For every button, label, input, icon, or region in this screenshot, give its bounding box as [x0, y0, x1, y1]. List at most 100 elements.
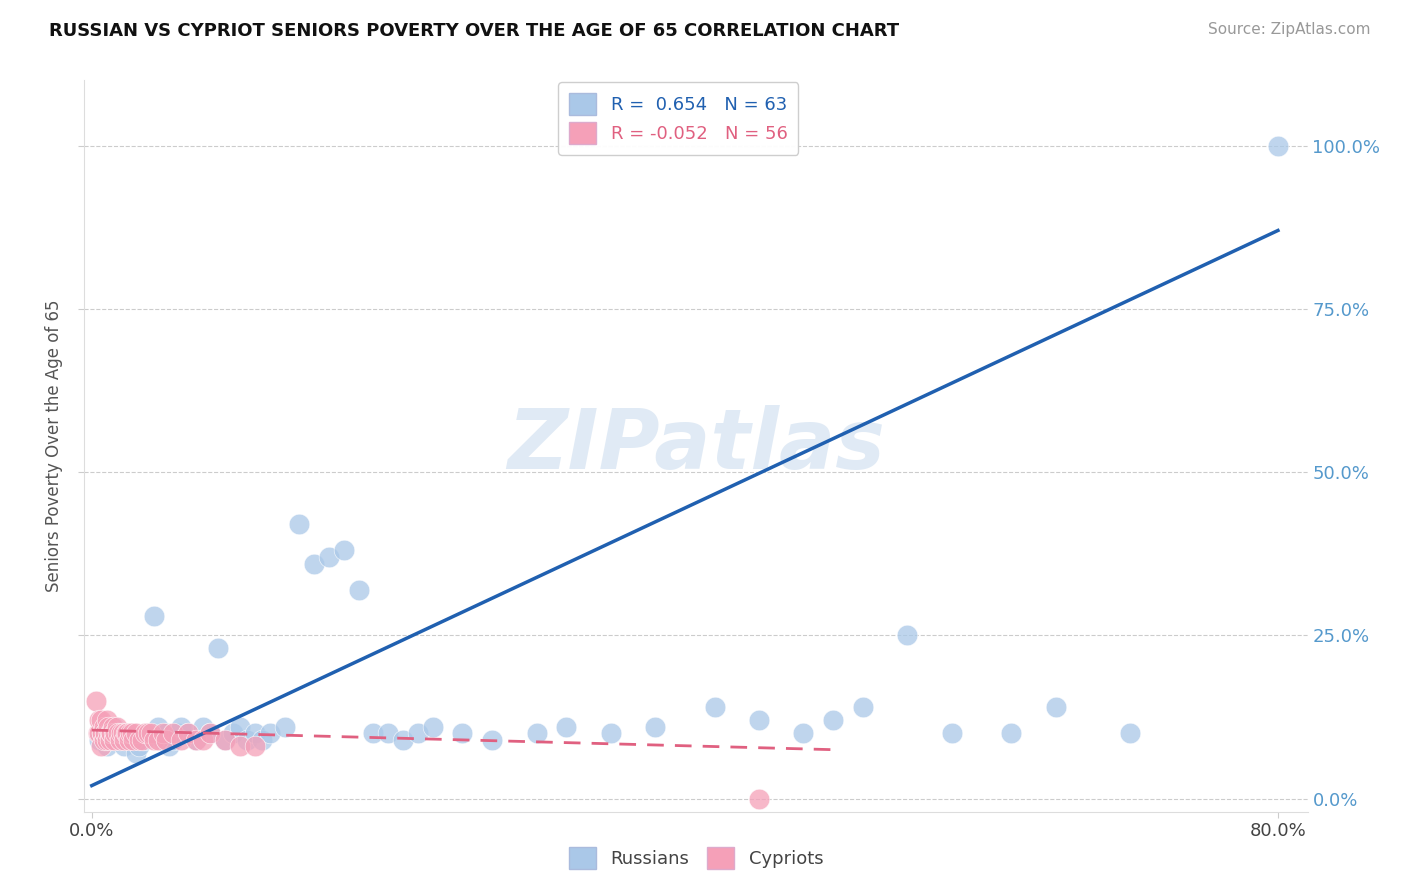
Point	[451, 726, 474, 740]
Point	[1118, 726, 1140, 740]
Point	[155, 732, 177, 747]
Point	[157, 739, 180, 754]
Point	[112, 732, 135, 747]
Point	[162, 726, 184, 740]
Point	[148, 720, 170, 734]
Point	[481, 732, 503, 747]
Point	[555, 720, 578, 734]
Point	[184, 732, 207, 747]
Point	[422, 720, 444, 734]
Point	[363, 726, 385, 740]
Point	[89, 732, 111, 747]
Point	[259, 726, 281, 740]
Point	[84, 694, 107, 708]
Point	[200, 726, 222, 740]
Text: ZIPatlas: ZIPatlas	[508, 406, 884, 486]
Point	[96, 732, 118, 747]
Point	[131, 732, 153, 747]
Point	[105, 720, 128, 734]
Point	[273, 720, 295, 734]
Point	[132, 732, 155, 747]
Point	[823, 714, 845, 728]
Point	[406, 726, 429, 740]
Point	[1000, 726, 1022, 740]
Point	[110, 726, 132, 740]
Point	[86, 726, 108, 740]
Y-axis label: Seniors Poverty Over the Age of 65: Seniors Poverty Over the Age of 65	[45, 300, 63, 592]
Point	[93, 726, 115, 740]
Point	[139, 726, 162, 740]
Point	[703, 700, 725, 714]
Point	[1267, 138, 1289, 153]
Point	[748, 791, 770, 805]
Point	[143, 608, 166, 623]
Point	[120, 726, 142, 740]
Point	[162, 732, 184, 747]
Point	[108, 732, 131, 747]
Point	[302, 557, 325, 571]
Point	[155, 726, 177, 740]
Point	[89, 726, 111, 740]
Point	[128, 739, 150, 754]
Point	[221, 726, 243, 740]
Point	[896, 628, 918, 642]
Point	[852, 700, 875, 714]
Point	[792, 726, 814, 740]
Point	[94, 726, 117, 740]
Point	[243, 726, 266, 740]
Point	[100, 726, 122, 740]
Point	[125, 726, 148, 740]
Point	[229, 720, 252, 734]
Point	[347, 582, 370, 597]
Legend: Russians, Cypriots: Russians, Cypriots	[561, 839, 831, 876]
Point	[107, 726, 129, 740]
Point	[139, 726, 162, 740]
Point	[90, 739, 112, 754]
Point	[104, 726, 127, 740]
Point	[103, 732, 125, 747]
Point	[125, 746, 148, 760]
Point	[103, 720, 125, 734]
Point	[93, 720, 115, 734]
Point	[207, 641, 229, 656]
Point	[93, 732, 115, 747]
Point	[97, 726, 120, 740]
Point	[98, 726, 121, 740]
Point	[118, 732, 141, 747]
Point	[91, 726, 114, 740]
Point	[136, 726, 159, 740]
Point	[134, 726, 156, 740]
Point	[152, 732, 174, 747]
Point	[96, 739, 118, 754]
Point	[377, 726, 399, 740]
Point	[191, 720, 214, 734]
Point	[111, 726, 134, 740]
Point	[748, 714, 770, 728]
Point	[599, 726, 621, 740]
Point	[118, 726, 141, 740]
Point	[122, 732, 145, 747]
Point	[318, 549, 340, 564]
Point	[148, 732, 170, 747]
Point	[121, 726, 143, 740]
Point	[97, 720, 120, 734]
Point	[98, 732, 121, 747]
Point	[100, 726, 122, 740]
Point	[941, 726, 963, 740]
Point	[101, 720, 124, 734]
Point	[94, 726, 117, 740]
Point	[136, 726, 159, 740]
Point	[107, 732, 129, 747]
Text: RUSSIAN VS CYPRIOT SENIORS POVERTY OVER THE AGE OF 65 CORRELATION CHART: RUSSIAN VS CYPRIOT SENIORS POVERTY OVER …	[49, 22, 900, 40]
Point	[252, 732, 274, 747]
Point	[243, 739, 266, 754]
Point	[288, 517, 311, 532]
Point	[89, 714, 111, 728]
Point	[143, 732, 166, 747]
Point	[103, 726, 125, 740]
Point	[166, 726, 188, 740]
Point	[152, 726, 174, 740]
Point	[112, 739, 135, 754]
Point	[115, 726, 138, 740]
Point	[333, 543, 356, 558]
